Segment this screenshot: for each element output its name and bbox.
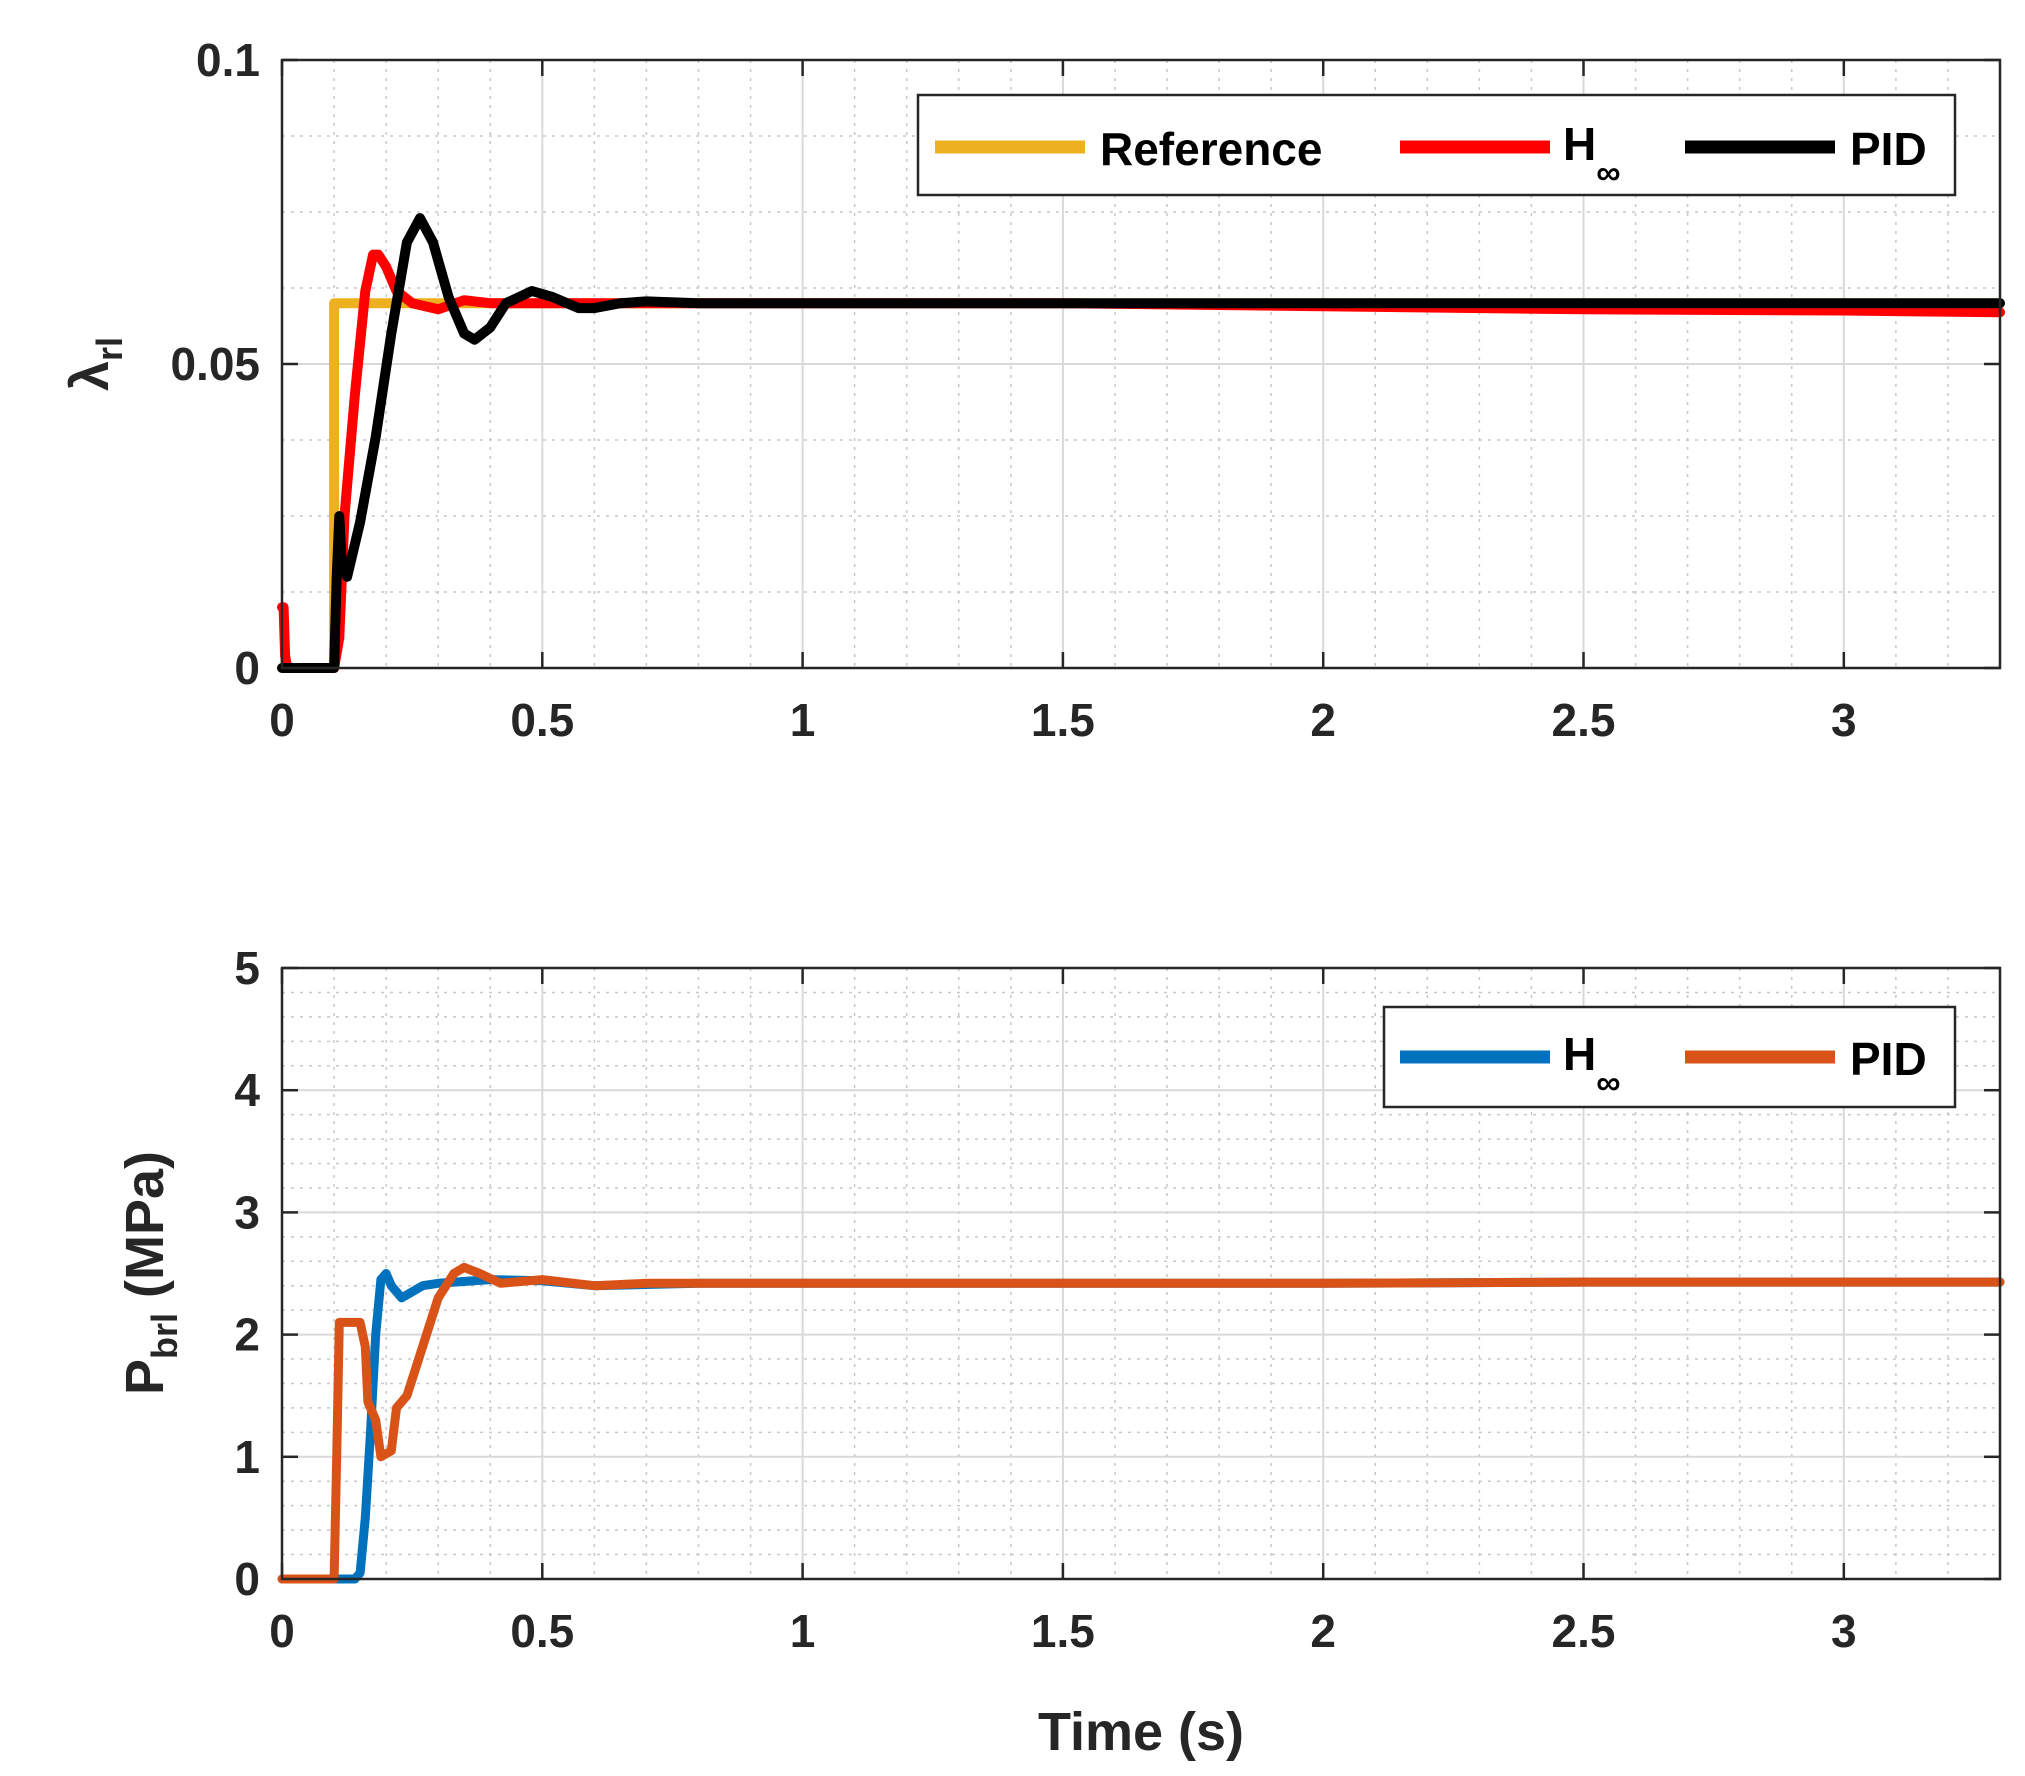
y-tick-label: 0 [234,1553,260,1605]
x-tick-label: 2 [1310,1605,1336,1657]
top-axes-box [280,58,2002,670]
top-chart: 0 0.5 1 1.5 2 2.5 3 0 0.05 0.1 λrl Reference H∞ … [60,34,2005,746]
y-tick-label: 3 [234,1186,260,1238]
x-tick-label: 2.5 [1552,694,1616,746]
top-legend: Reference H∞ PID [916,93,1957,197]
top-legend-label-reference: Reference [1100,123,1322,175]
y-tick-label: 0 [234,642,260,694]
x-tick-label: 2 [1310,694,1336,746]
bottom-axes-box [280,966,2002,1581]
x-tick-label: 0 [269,694,295,746]
series-line-pid [277,1262,2005,1584]
y-tick-label: 0.1 [196,34,260,86]
y-tick-label: 5 [234,942,260,994]
x-tick-label: 1 [790,1605,816,1657]
x-tick-label: 0.5 [510,1605,574,1657]
y-tick-label: 1 [234,1431,260,1483]
bottom-y-tick-labels: 0 1 2 3 4 5 [234,942,260,1605]
bottom-legend-label-hinf: H∞ [1563,1028,1620,1102]
bottom-x-tick-labels: 0 0.5 1 1.5 2 2.5 3 [269,1605,1856,1657]
y-tick-label: 4 [234,1064,260,1116]
x-tick-label: 0.5 [510,694,574,746]
y-tick-label: 0.05 [170,338,260,390]
bottom-x-axis-label: Time (s) [1038,1702,1244,1762]
top-legend-label-hinf: H∞ [1563,118,1620,192]
bottom-legend-label-pid: PID [1850,1033,1927,1085]
x-tick-label: 0 [269,1605,295,1657]
series-line-pid [277,213,2005,673]
x-tick-label: 1.5 [1031,1605,1095,1657]
bottom-chart: 0 0.5 1 1.5 2 2.5 3 0 1 2 3 4 5 Pbrl (MPa) Time (s)… [115,942,2005,1762]
x-tick-label: 1 [790,694,816,746]
bottom-series-group [277,1262,2005,1584]
bottom-legend: H∞ PID [1382,1005,1957,1109]
y-tick-label: 2 [234,1309,260,1361]
top-y-tick-labels: 0 0.05 0.1 [170,34,260,694]
x-tick-label: 3 [1831,694,1857,746]
x-tick-label: 2.5 [1552,1605,1616,1657]
top-legend-label-pid: PID [1850,123,1927,175]
top-y-axis-label: λrl [60,337,130,391]
x-tick-label: 3 [1831,1605,1857,1657]
top-x-tick-labels: 0 0.5 1 1.5 2 2.5 3 [269,694,1856,746]
x-tick-label: 1.5 [1031,694,1095,746]
bottom-y-axis-label: Pbrl (MPa) [115,1151,185,1395]
